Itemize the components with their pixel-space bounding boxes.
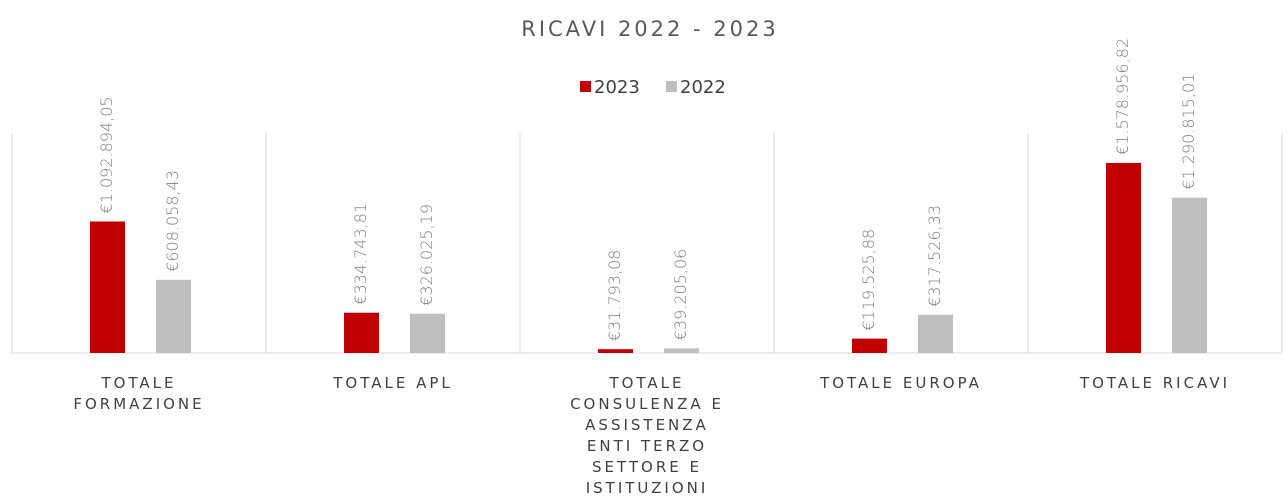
value-label: €608.058,43 (163, 170, 182, 272)
x-tick-label: TOTALE RICAVI (1079, 374, 1231, 392)
x-tick-label: TOTALE EUROPA (820, 374, 982, 392)
bar (90, 221, 125, 353)
legend-label: 2022 (680, 77, 726, 98)
value-label: €326.025,19 (417, 204, 436, 306)
legend-swatch (666, 81, 677, 92)
x-tick-label: TOTALE APL (333, 374, 453, 392)
value-label: €39.205,06 (671, 249, 690, 341)
bar (918, 314, 953, 353)
value-label: €317.526,33 (925, 205, 944, 307)
bar (598, 349, 633, 353)
bar (664, 348, 699, 353)
legend-swatch (580, 81, 591, 92)
chart-title: RICAVI 2022 - 2023 (521, 17, 779, 41)
bar (1106, 163, 1141, 353)
legend-label: 2023 (594, 77, 640, 98)
bar (156, 279, 191, 353)
value-label: €119.525,88 (859, 229, 878, 331)
bar (410, 313, 445, 353)
x-tick-label: TOTALE CONSULENZA E ASSISTENZA ENTI TERZ… (570, 374, 724, 496)
x-tick-label: TOTALE FORMAZIONE (73, 374, 205, 413)
bar (852, 338, 887, 353)
value-label: €334.743,81 (351, 203, 370, 305)
bar (344, 312, 379, 353)
value-label: €1.290.815,01 (1179, 73, 1198, 190)
value-label: €31.793,08 (605, 250, 624, 342)
value-label: €1.578.956,82 (1113, 38, 1132, 155)
value-label: €1.092.894,05 (97, 96, 116, 213)
bar (1172, 197, 1207, 353)
